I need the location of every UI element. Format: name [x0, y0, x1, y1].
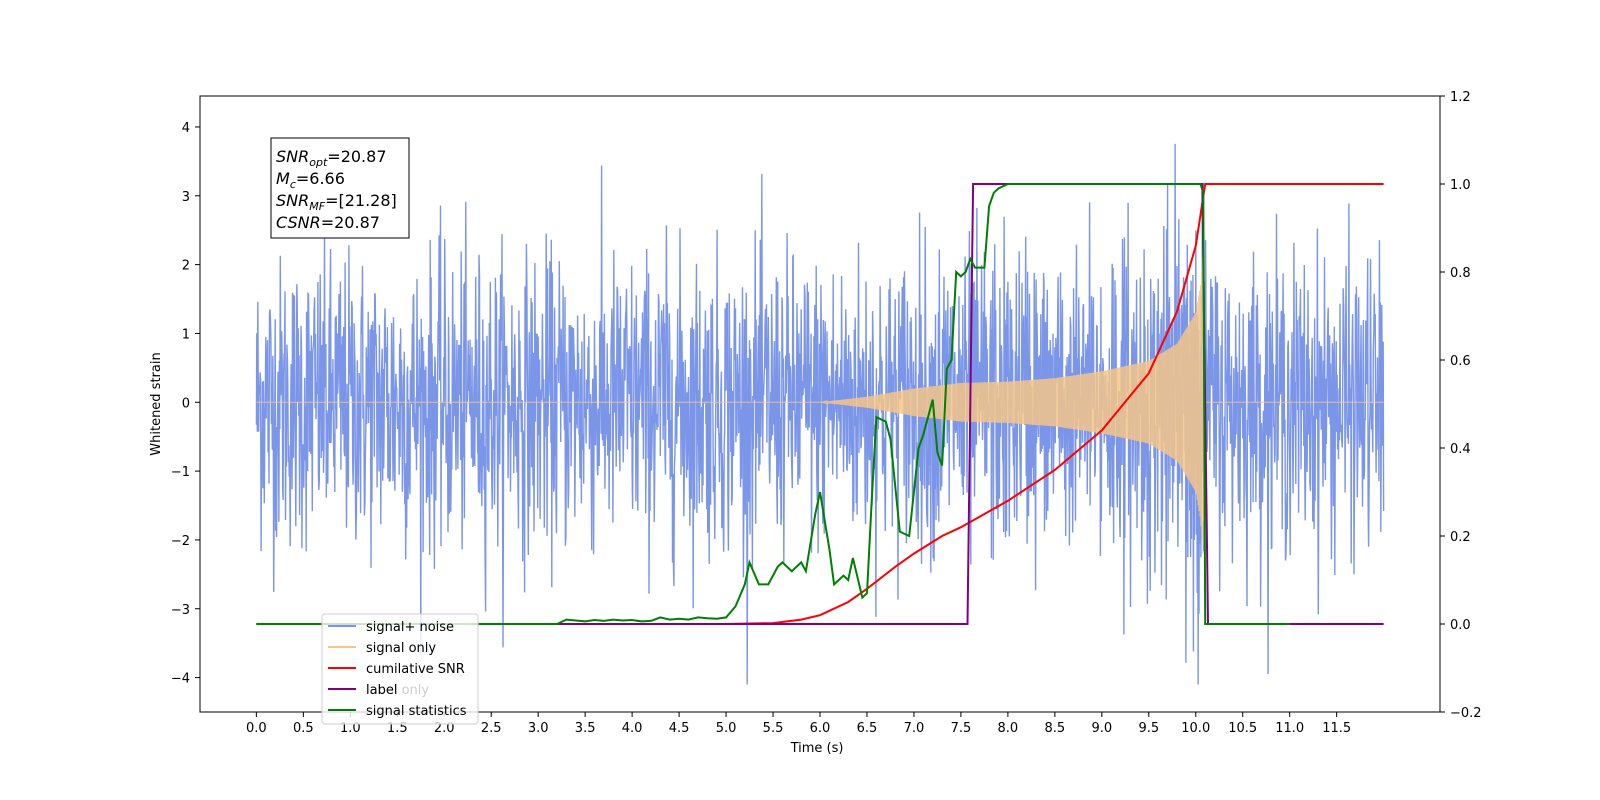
x-tick-label: 10.5 — [1228, 721, 1257, 736]
x-tick-label: 9.0 — [1091, 721, 1112, 736]
annotation-line: SNRMF=[21.28] — [276, 191, 397, 213]
y-axis-label: Whitened strain — [149, 352, 164, 455]
x-tick-label: 3.0 — [528, 721, 549, 736]
x-tick-label: 1.5 — [387, 721, 408, 736]
y2-tick-label: 0.8 — [1450, 266, 1471, 281]
y2-tick-label: 0.0 — [1450, 618, 1471, 633]
annotation-line: CSNR=20.87 — [276, 213, 380, 232]
y-tick-label: −1 — [171, 465, 190, 480]
x-tick-label: 3.5 — [575, 721, 596, 736]
x-tick-label: 11.0 — [1275, 721, 1304, 736]
x-tick-label: 0.0 — [246, 721, 267, 736]
x-tick-label: 5.0 — [716, 721, 737, 736]
y2-tick-label: 0.2 — [1450, 530, 1471, 545]
x-tick-label: 1.0 — [340, 721, 361, 736]
x-tick-label: 5.5 — [763, 721, 784, 736]
legend-entry: signal only — [366, 641, 436, 656]
series-signal-only — [256, 243, 1384, 554]
x-tick-label: 6.5 — [857, 721, 878, 736]
y-tick-label: −4 — [171, 672, 190, 687]
x-tick-label: 9.5 — [1138, 721, 1159, 736]
x-axis: 0.0 0.5 1.0 1.5 2.0 2.5 3.0 3.5 4.0 4.5 5.0 5.5 6.0 6… — [246, 712, 1351, 736]
y-tick-label: 3 — [182, 190, 190, 205]
x-axis-label: Time (s) — [790, 741, 844, 756]
y2-tick-label: 1.2 — [1450, 90, 1471, 105]
annotation-line: Mc=6.66 — [276, 169, 345, 191]
y2-tick-label: −0.2 — [1450, 706, 1482, 721]
legend-entry: label — [366, 683, 397, 698]
y-tick-label: 2 — [182, 259, 190, 274]
x-tick-label: 7.5 — [951, 721, 972, 736]
x-tick-label: 2.5 — [481, 721, 502, 736]
y-tick-label: 1 — [182, 327, 190, 342]
x-tick-label: 8.5 — [1045, 721, 1066, 736]
series-signal-statistics — [256, 183, 1290, 625]
series-signal-plus-noise — [255, 143, 1385, 685]
y-tick-label: 0 — [182, 396, 190, 411]
annotation-box: SNRopt=20.87Mc=6.66SNRMF=[21.28]CSNR=20.… — [270, 137, 410, 239]
series-cumulative-snr — [256, 183, 1384, 625]
x-tick-label: 10.0 — [1181, 721, 1210, 736]
y-tick-label: −3 — [171, 603, 190, 618]
x-tick-label: 4.5 — [669, 721, 690, 736]
y-tick-label: 4 — [182, 121, 190, 136]
x-tick-label: 4.0 — [622, 721, 643, 736]
y2-tick-label: 0.6 — [1450, 354, 1471, 369]
y2-tick-label: 1.0 — [1450, 178, 1471, 193]
legend-entry: signal+ noise — [366, 620, 454, 635]
x-tick-label: 2.0 — [434, 721, 455, 736]
x-tick-label: 7.0 — [904, 721, 925, 736]
x-tick-label: 6.0 — [810, 721, 831, 736]
annotation-line: SNRopt=20.87 — [276, 147, 387, 169]
plot-area — [255, 143, 1385, 685]
x-tick-label: 0.5 — [293, 721, 314, 736]
y-tick-label: −2 — [171, 534, 190, 549]
y-axis-left: −4 −3 −2 −1 0 1 2 3 4 — [171, 121, 200, 687]
legend-entry: signal statistics — [366, 704, 467, 719]
y2-tick-label: 0.4 — [1450, 442, 1471, 457]
y-axis-right: −0.2 0.0 0.2 0.4 0.6 0.8 1.0 1.2 — [1440, 90, 1482, 721]
x-tick-label: 11.5 — [1322, 721, 1351, 736]
x-tick-label: 8.0 — [998, 721, 1019, 736]
legend-entry: cumilative SNR — [366, 662, 465, 677]
